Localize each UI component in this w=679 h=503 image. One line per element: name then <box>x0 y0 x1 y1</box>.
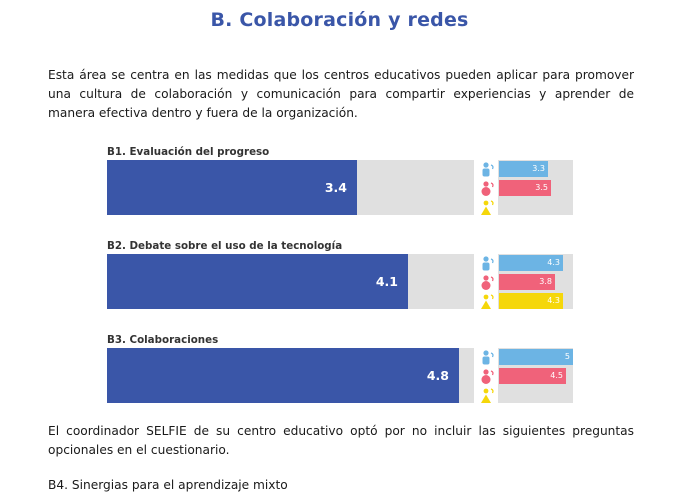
overall-score-bar <box>107 160 357 215</box>
page-title: B. Colaboración y redes <box>210 9 469 31</box>
overall-score-value: 4.1 <box>375 274 398 289</box>
teachers-score-bar: 3.8 <box>499 274 555 290</box>
student-person-icon-wrap <box>480 293 496 310</box>
overall-score-value: 3.4 <box>324 180 347 195</box>
leaders-score-bar: 4.3 <box>499 255 563 271</box>
student-person-icon <box>481 294 494 309</box>
school-leader-person-icon <box>482 350 494 365</box>
school-leader-person-icon-wrap <box>480 255 496 272</box>
school-leader-person-icon-wrap <box>480 349 496 366</box>
student-person-icon-wrap <box>480 199 496 216</box>
overall-score-track: 4.8 <box>107 348 474 403</box>
group-breakdown-panel: 4.3 3.8 4.3 <box>480 254 573 309</box>
leaders-score-bar: 3.3 <box>499 161 548 177</box>
overall-score-value: 4.8 <box>426 368 449 383</box>
student-person-icon <box>481 388 494 403</box>
question-label: B3. Colaboraciones <box>107 334 219 346</box>
school-leader-person-icon <box>482 256 494 271</box>
intro-paragraph: Esta área se centra en las medidas que l… <box>48 68 634 120</box>
school-leader-person-icon-wrap <box>480 161 496 178</box>
teacher-person-icon <box>481 275 494 290</box>
students-score-bar: 4.3 <box>499 293 563 309</box>
teachers-score-bar: 3.5 <box>499 180 551 196</box>
teacher-person-icon-wrap <box>480 368 496 385</box>
question-label: B1. Evaluación del progreso <box>107 146 270 158</box>
overall-score-bar <box>107 348 459 403</box>
student-person-icon-wrap <box>480 387 496 404</box>
student-person-icon <box>481 200 494 215</box>
optional-item-b4: B4. Sinergias para el aprendizaje mixto <box>48 478 288 492</box>
question-label: B2. Debate sobre el uso de la tecnología <box>107 240 343 252</box>
overall-score-track: 3.4 <box>107 160 474 215</box>
teachers-score-bar: 4.5 <box>499 368 566 384</box>
group-breakdown-panel: 3.3 3.5 <box>480 160 573 215</box>
group-breakdown-panel: 5 4.5 <box>480 348 573 403</box>
overall-score-bar <box>107 254 408 309</box>
overall-score-track: 4.1 <box>107 254 474 309</box>
teacher-person-icon-wrap <box>480 274 496 291</box>
optional-questions-note: El coordinador SELFIE de su centro educa… <box>48 424 634 457</box>
school-leader-person-icon <box>482 162 494 177</box>
leaders-score-bar: 5 <box>499 349 573 365</box>
teacher-person-icon <box>481 369 494 384</box>
teacher-person-icon <box>481 181 494 196</box>
teacher-person-icon-wrap <box>480 180 496 197</box>
